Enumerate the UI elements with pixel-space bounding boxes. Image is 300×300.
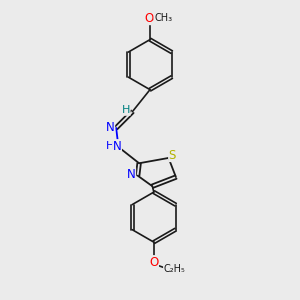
Text: H: H: [106, 141, 114, 151]
Text: N: N: [106, 121, 115, 134]
Text: C₂H₅: C₂H₅: [164, 264, 185, 274]
Text: O: O: [149, 256, 158, 269]
Text: N: N: [127, 168, 136, 181]
Text: H: H: [122, 105, 130, 115]
Text: N: N: [112, 140, 122, 153]
Text: CH₃: CH₃: [154, 13, 172, 23]
Text: S: S: [169, 148, 176, 161]
Text: O: O: [144, 12, 153, 25]
